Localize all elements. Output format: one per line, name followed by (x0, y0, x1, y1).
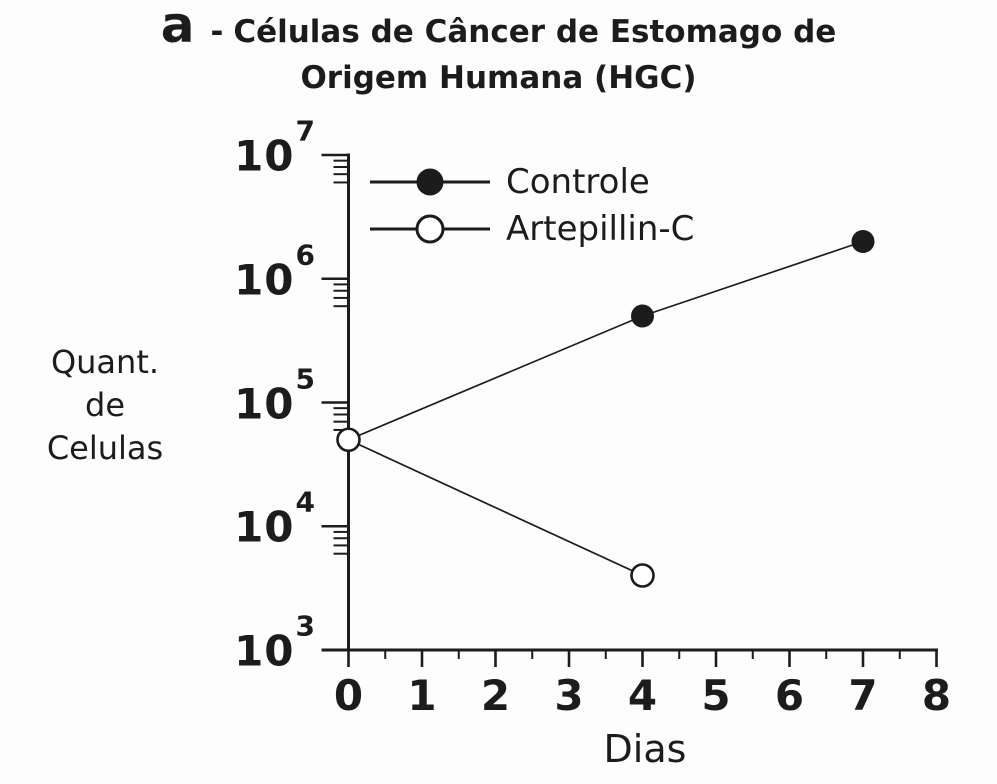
y-axis-title-line3: Celulas (46, 429, 164, 467)
y-tick-exponent: 7 (295, 114, 315, 148)
data-point-artepillin-c (336, 427, 361, 453)
x-tick-label: 8 (921, 671, 952, 720)
y-tick-label: 106 (203, 241, 315, 305)
y-tick-label: 104 (203, 488, 315, 552)
y-tick-base: 10 (234, 502, 295, 552)
legend-marker-circle (416, 168, 444, 195)
title-separator: - (210, 14, 224, 50)
x-tick-label: 6 (774, 671, 805, 720)
legend-marker-open-circle-icon (370, 214, 490, 243)
legend-marker-circle (415, 214, 445, 243)
series-line-controle (348, 240, 864, 441)
data-point-artepillin-c (630, 563, 655, 588)
y-tick-base: 10 (234, 379, 295, 428)
x-tick-label: 4 (627, 671, 658, 720)
panel-label: a (160, 0, 195, 54)
y-tick-exponent: 5 (295, 362, 315, 395)
y-tick-exponent: 6 (295, 238, 315, 272)
legend-item-controle: Controle (368, 158, 694, 205)
legend: Controle Artepillin-C (368, 158, 694, 252)
x-tick-label: 3 (554, 671, 584, 720)
data-point-controle (631, 304, 654, 328)
y-tick-base: 10 (234, 255, 295, 305)
x-axis-title: Dias (603, 727, 687, 771)
y-axis-title: Quant. de Celulas (15, 341, 195, 470)
x-tick-label: 2 (480, 671, 511, 720)
chart-title-line1: a - Células de Câncer de Estomago de (0, 0, 997, 55)
y-tick-exponent: 4 (295, 485, 315, 519)
legend-label: Artepillin-C (506, 208, 695, 249)
x-tick-label: 1 (407, 671, 437, 720)
x-tick-label: 7 (848, 671, 878, 720)
y-tick-label: 103 (203, 612, 315, 676)
legend-label: Controle (506, 161, 650, 202)
title-text-line1: Células de Câncer de Estomago de (233, 14, 837, 50)
legend-marker-filled-circle-icon (370, 168, 490, 195)
y-tick-label: 107 (203, 117, 315, 181)
y-axis-title-line2: de (85, 386, 125, 424)
y-tick-label: 105 (203, 365, 315, 428)
chart-title-line2: Origem Humana (HGC) (300, 60, 697, 96)
data-point-controle (851, 229, 875, 253)
y-tick-exponent: 3 (295, 609, 315, 643)
x-tick-label: 0 (333, 671, 364, 720)
y-tick-base: 10 (234, 626, 295, 676)
chart-title: a - Células de Câncer de Estomago de Orige… (0, 0, 997, 101)
y-axis-title-line1: Quant. (50, 343, 160, 381)
legend-item-artepillin-c: Artepillin-C (368, 205, 694, 252)
series-line-artepillin-c (348, 438, 643, 577)
y-tick-base: 10 (234, 131, 295, 181)
x-tick-label: 5 (701, 671, 731, 720)
